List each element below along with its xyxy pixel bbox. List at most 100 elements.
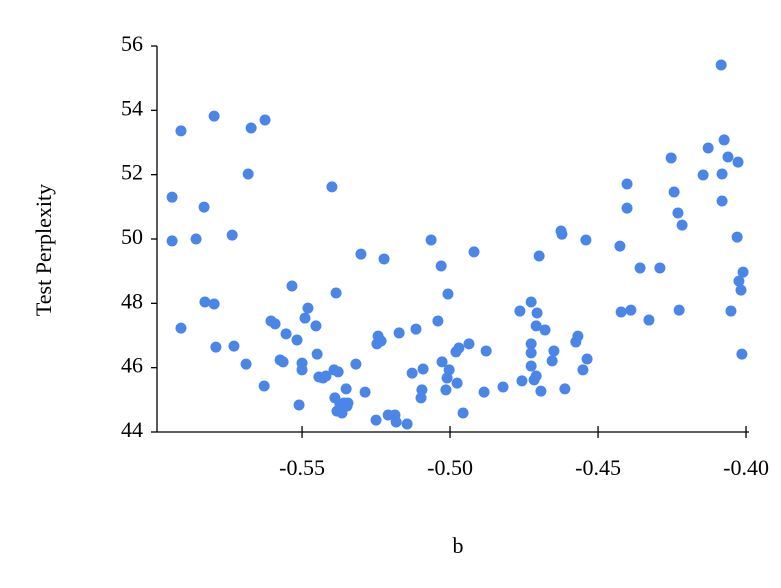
point: [531, 307, 543, 319]
point: [715, 59, 727, 71]
point: [280, 328, 292, 340]
point: [410, 323, 422, 335]
point: [208, 298, 220, 310]
point: [390, 416, 402, 428]
point: [725, 305, 737, 317]
point: [190, 233, 202, 245]
point: [393, 327, 405, 339]
x-axis-label: b: [453, 533, 464, 558]
point: [175, 125, 187, 137]
point: [198, 201, 210, 213]
point: [665, 152, 677, 164]
point: [697, 169, 709, 181]
point: [716, 195, 728, 207]
point: [210, 341, 222, 353]
point: [286, 280, 298, 292]
point: [432, 315, 444, 327]
point: [258, 380, 270, 392]
point: [332, 366, 344, 378]
point: [525, 338, 537, 350]
y-axis-label: Test Perplexity: [31, 184, 56, 316]
point: [668, 186, 680, 198]
point: [525, 296, 537, 308]
point: [615, 306, 627, 318]
point: [269, 318, 281, 330]
point: [320, 370, 332, 382]
point: [530, 370, 542, 382]
point: [654, 262, 666, 274]
point: [718, 134, 730, 146]
point: [401, 418, 413, 430]
point: [643, 314, 655, 326]
point: [497, 381, 509, 393]
point: [634, 262, 646, 274]
point: [559, 383, 571, 395]
point: [359, 386, 371, 398]
point: [342, 397, 354, 409]
point: [326, 181, 338, 193]
point: [731, 231, 743, 243]
point: [676, 219, 688, 231]
point: [240, 358, 252, 370]
point: [296, 364, 308, 376]
point: [535, 385, 547, 397]
point: [440, 384, 452, 396]
point: [311, 348, 323, 360]
point: [242, 168, 254, 180]
point: [614, 240, 626, 252]
point: [581, 353, 593, 365]
point: [293, 399, 305, 411]
y-tick-label: 44: [121, 417, 143, 442]
point: [625, 304, 637, 316]
point: [548, 345, 560, 357]
y-tick-label: 52: [121, 160, 143, 185]
point: [370, 414, 382, 426]
point: [516, 375, 528, 387]
point: [350, 358, 362, 370]
point: [436, 356, 448, 368]
point: [621, 202, 633, 214]
point: [722, 151, 734, 163]
point: [451, 377, 463, 389]
point: [457, 407, 469, 419]
y-tick-label: 50: [121, 224, 143, 249]
y-tick-label: 56: [121, 31, 143, 56]
point: [340, 383, 352, 395]
point: [299, 312, 311, 324]
point: [732, 156, 744, 168]
point: [259, 114, 271, 126]
point: [572, 330, 584, 342]
point: [736, 348, 748, 360]
point: [514, 305, 526, 317]
point: [621, 178, 633, 190]
x-tick-label: -0.45: [575, 455, 621, 480]
point: [166, 191, 178, 203]
point: [702, 142, 714, 154]
point: [199, 296, 211, 308]
point: [277, 356, 289, 368]
point: [435, 260, 447, 272]
point: [378, 253, 390, 265]
point: [442, 288, 454, 300]
point: [302, 302, 314, 314]
point: [556, 228, 568, 240]
point: [463, 338, 475, 350]
point: [208, 110, 220, 122]
point: [291, 334, 303, 346]
point: [673, 304, 685, 316]
point: [672, 207, 684, 219]
point: [330, 287, 342, 299]
point: [468, 246, 480, 258]
point: [737, 266, 749, 278]
point: [443, 364, 455, 376]
y-tick-label: 46: [121, 353, 143, 378]
point: [539, 324, 551, 336]
point: [577, 364, 589, 376]
point: [416, 384, 428, 396]
point: [425, 234, 437, 246]
point: [525, 347, 537, 359]
point: [175, 322, 187, 334]
point: [245, 122, 257, 134]
point: [580, 234, 592, 246]
